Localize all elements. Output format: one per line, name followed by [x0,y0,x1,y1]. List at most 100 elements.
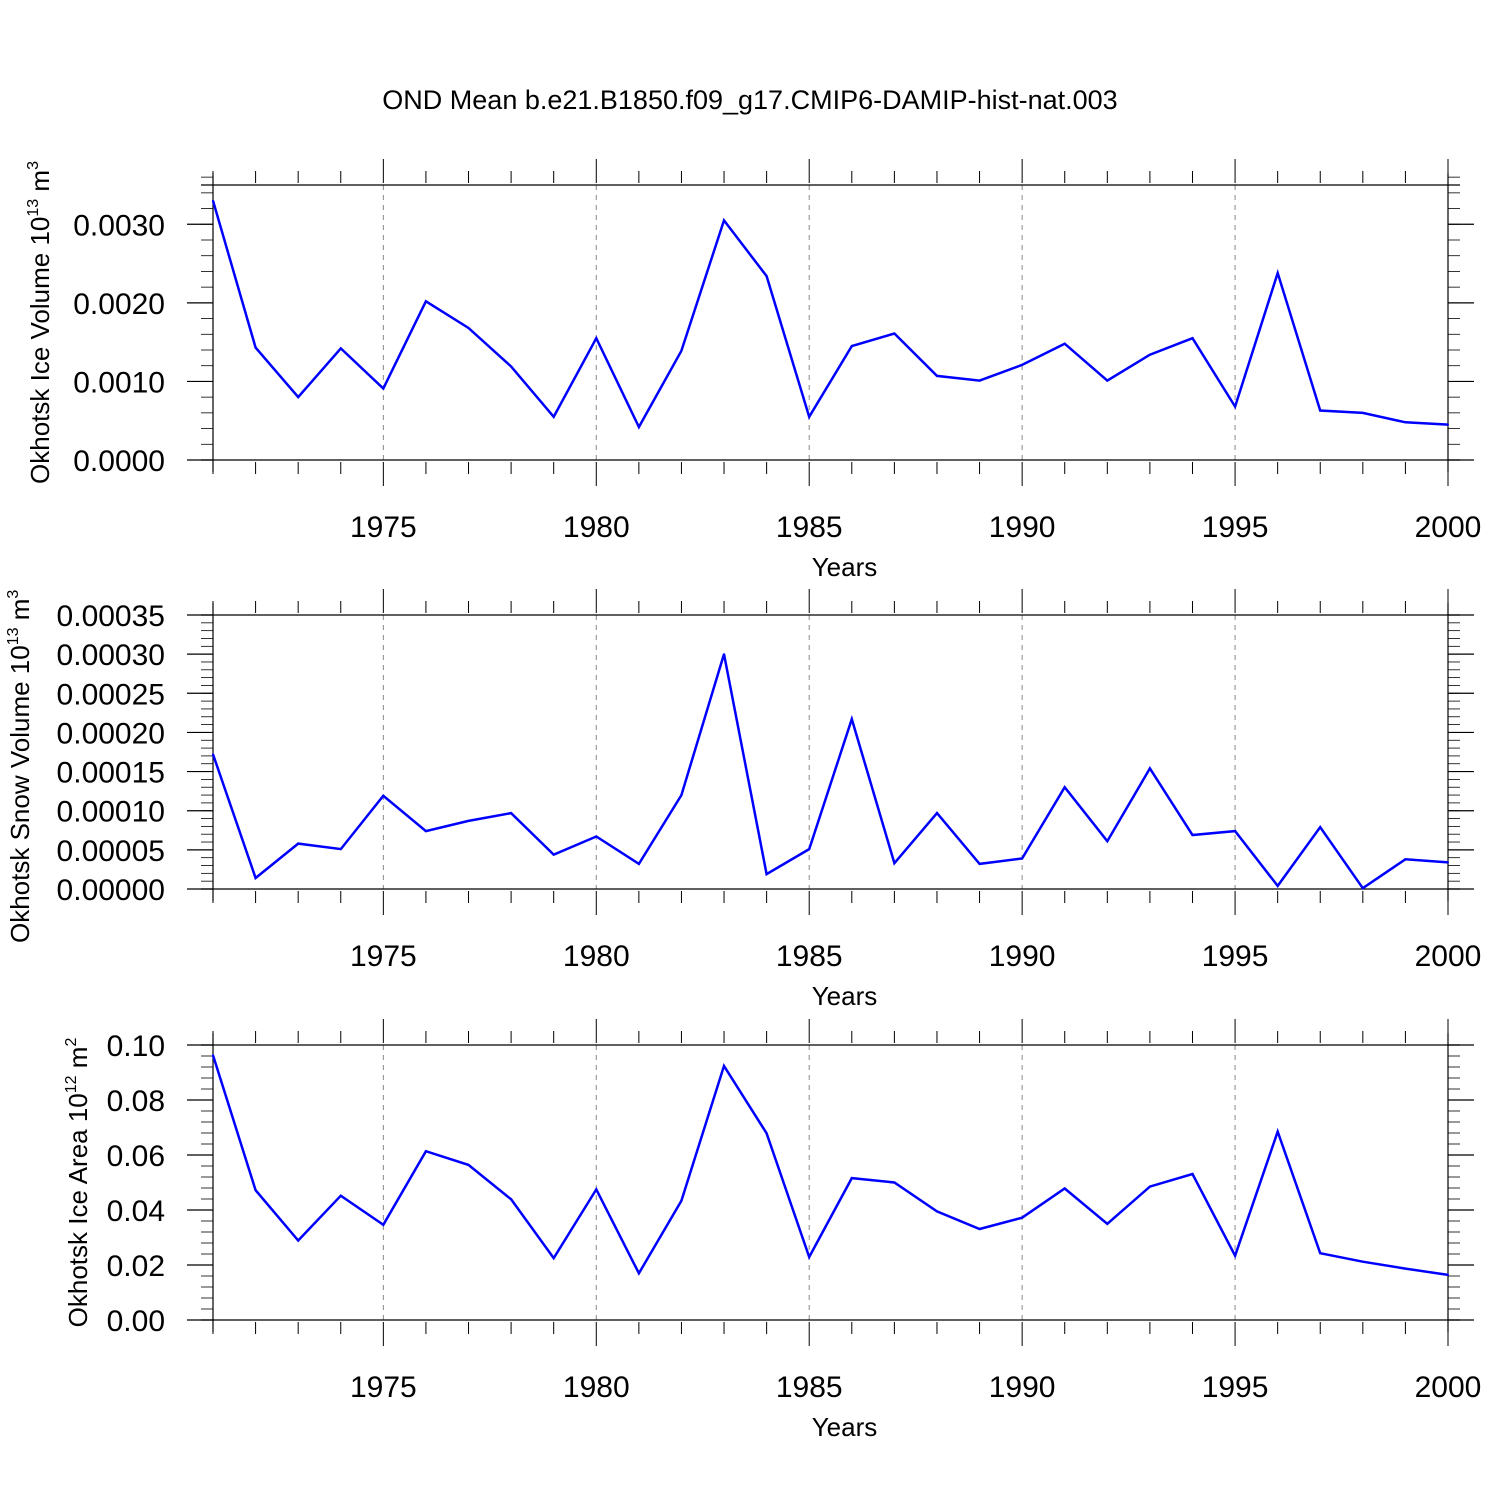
data-point [1234,1254,1237,1257]
y-tick-label: 0.0000 [73,445,165,478]
data-point [1021,857,1024,860]
data-point [595,1188,598,1191]
data-point [1148,353,1151,356]
series-line [211,200,1449,430]
figure-title: OND Mean b.e21.B1850.f09_g17.CMIP6-DAMIP… [382,85,1117,115]
y-tick-label: 0.00 [107,1305,165,1338]
data-point [467,1163,470,1166]
data-point [552,853,555,856]
data-point [424,300,427,303]
y-tick-label: 0.00010 [57,796,165,829]
x-tick-label: 1990 [989,1371,1056,1404]
data-point [212,199,214,202]
data-point [893,1181,896,1184]
data-point [637,426,640,428]
data-point [723,653,726,656]
data-point [467,327,470,329]
x-tick-label: 1975 [350,940,417,973]
data-point [1148,767,1151,770]
data-point [382,1223,385,1226]
data-point [808,1256,811,1259]
x-tick-label: 1995 [1202,940,1269,973]
data-point [510,1198,513,1201]
data-point [808,415,811,418]
data-point [1063,786,1066,789]
y-tick-label: 0.00025 [57,678,165,711]
data-point [424,830,427,833]
panel-snow-volume: 1975 1980 1985 1990 1995 2000 Years 0.00000 0.00… [5,589,1481,1011]
data-point [723,219,726,222]
data-point [339,347,342,350]
data-point [1276,884,1279,887]
x-axis-label: Years [812,1412,878,1442]
data-point [1234,830,1237,833]
y-tick-label: 0.0010 [73,366,165,399]
data-point [467,819,470,822]
data-point [339,1194,342,1197]
y-tick-label: 0.10 [107,1030,165,1063]
data-point [297,842,300,845]
data-point [424,1150,427,1153]
x-tick-label: 1985 [776,511,843,544]
data-point [893,332,896,335]
data-point [1319,1252,1322,1255]
data-point [1361,411,1364,414]
data-point [595,337,598,340]
y-tick-label: 0.00035 [57,600,165,633]
data-point [808,848,811,851]
data-point [339,848,342,851]
x-tick-label: 1990 [989,940,1056,973]
data-point [1063,1187,1066,1190]
data-point [637,1272,640,1275]
data-point [680,349,683,352]
y-tick-label: 0.00030 [57,639,165,672]
x-tick-label: 1995 [1202,511,1269,544]
y-tick-label: 0.0020 [73,288,165,321]
x-axis-label: Years [812,552,878,582]
x-tick-label: 1985 [776,940,843,973]
data-point [850,718,853,721]
series-line [211,1054,1449,1277]
data-point [1276,1130,1279,1133]
data-point [1319,409,1322,412]
x-tick-label: 2000 [1415,940,1482,973]
data-point [978,1227,981,1230]
y-tick-label: 0.02 [107,1250,165,1283]
x-tick-label: 2000 [1415,1371,1482,1404]
data-point [978,379,981,382]
data-point [595,835,598,838]
data-point [1191,833,1194,836]
data-point [1148,1185,1151,1188]
data-point [1191,1172,1194,1175]
data-point [254,877,257,880]
data-point [680,1199,683,1202]
data-point [212,1054,214,1057]
data-point [552,1257,555,1260]
y-axis-label: Okhotsk Ice Area 1012 m2 [63,1038,93,1328]
y-tick-label: 0.08 [107,1085,165,1118]
x-axis-label: Years [812,981,878,1011]
data-point [1021,1216,1024,1219]
x-tick-label: 1975 [350,1371,417,1404]
data-point [850,345,853,348]
data-point [935,1210,938,1213]
y-tick-label: 0.04 [107,1195,165,1228]
x-tick-label: 1980 [563,940,630,973]
data-point [1404,1267,1407,1270]
data-point [850,1177,853,1180]
data-point [1106,1222,1109,1225]
data-point [1021,363,1024,366]
y-tick-label: 0.00005 [57,835,165,868]
data-point [765,1132,768,1135]
data-point [297,1239,300,1242]
panel-ice-area: 1975 1980 1985 1990 1995 2000 Years 0.00 0.02 0.0… [63,1019,1481,1442]
data-point [1447,423,1449,426]
x-tick-label: 1990 [989,511,1056,544]
data-point [1404,858,1407,861]
data-point [1404,421,1407,424]
y-tick-label: 0.00015 [57,757,165,790]
data-point [254,1189,257,1192]
data-point [382,794,385,797]
data-point [765,873,768,876]
x-tick-label: 1985 [776,1371,843,1404]
